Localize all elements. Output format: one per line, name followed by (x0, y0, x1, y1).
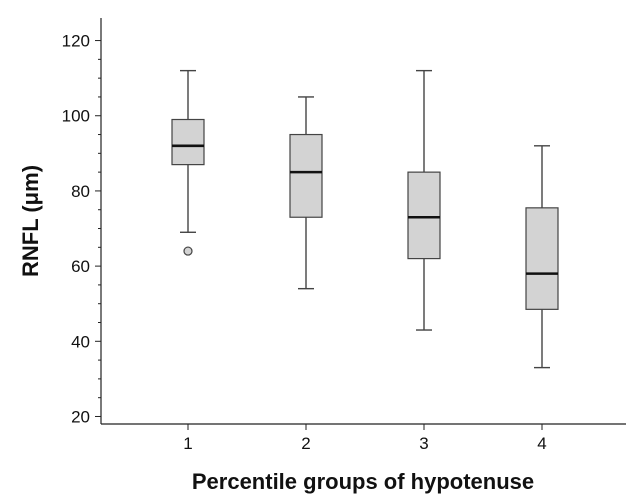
y-tick-label: 100 (62, 107, 90, 126)
x-tick-label: 1 (183, 434, 192, 453)
iqr-box (407, 171, 441, 260)
outlier-point (183, 246, 193, 256)
y-axis-title: RNFL (μm) (18, 165, 43, 277)
x-axis: 1 2 3 4 (183, 424, 547, 453)
box-group-2 (289, 96, 323, 290)
y-axis: 20 40 60 80 100 120 (62, 32, 101, 426)
box-group-4 (525, 145, 559, 369)
x-tick-label: 4 (537, 434, 546, 453)
x-tick-label: 2 (301, 434, 310, 453)
iqr-box (525, 207, 559, 310)
boxes-layer (171, 69, 559, 369)
y-tick-label: 20 (71, 407, 90, 426)
iqr-box (289, 133, 323, 218)
y-tick-label: 40 (71, 332, 90, 351)
x-axis-title: Percentile groups of hypotenuse (192, 469, 534, 494)
y-tick-label: 60 (71, 257, 90, 276)
iqr-box (171, 118, 205, 166)
box-group-1 (171, 69, 205, 256)
x-tick-label: 3 (419, 434, 428, 453)
box-group-3 (407, 69, 441, 331)
y-tick-label: 120 (62, 32, 90, 51)
y-tick-label: 80 (71, 182, 90, 201)
